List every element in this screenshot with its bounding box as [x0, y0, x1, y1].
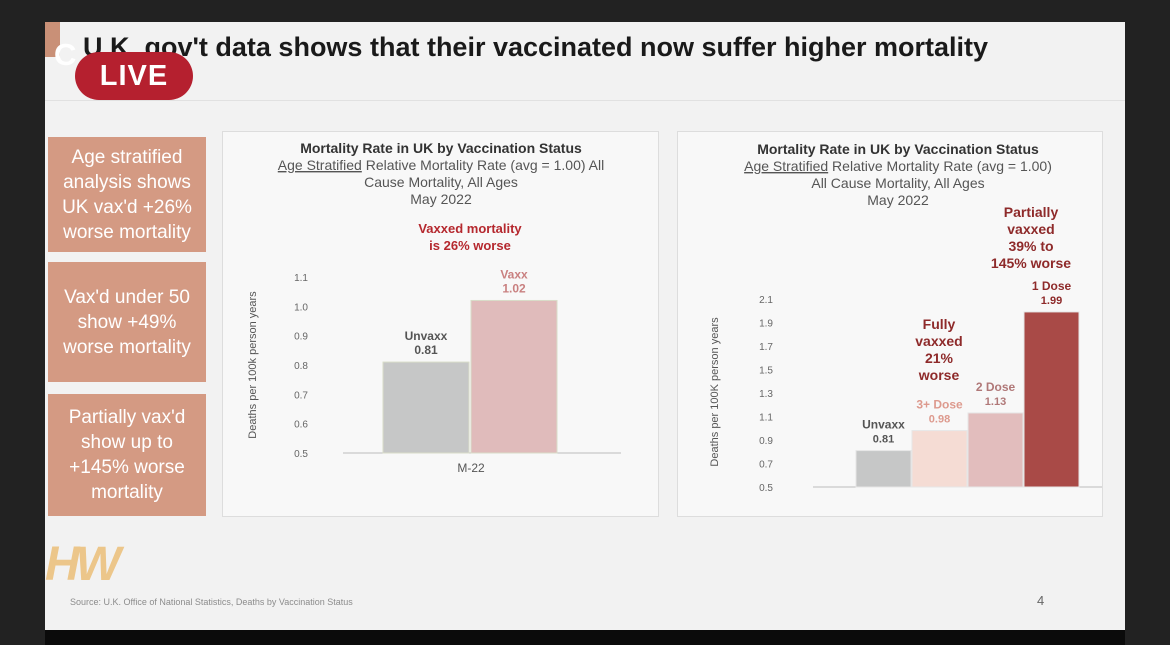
live-ghost-text: C [54, 37, 77, 72]
title-divider [45, 100, 1125, 101]
chart-subtitle-underlined: Age Stratified [744, 158, 828, 174]
chart-annotation-line: vaxxed [915, 333, 962, 349]
callout-under-50: Vax'd under 50 show +49% worse mortality [48, 262, 206, 382]
callout-partially-vaxd: Partially vax'd show up to +145% worse m… [48, 394, 206, 516]
chart-annotation-line: worse [918, 367, 960, 383]
y-tick-label: 1.3 [759, 389, 773, 400]
y-tick-label: 1.0 [294, 302, 308, 313]
bar-unvaxx [382, 361, 470, 454]
video-bottom-bar [45, 630, 1125, 645]
chart-subtitle-line: May 2022 [867, 192, 929, 208]
chart-subtitle-underlined: Age Stratified [278, 157, 362, 173]
bar-label-vaxx: Vaxx [500, 267, 528, 281]
chart-subtitle-rest: Relative Mortality Rate (avg = 1.00) [828, 158, 1052, 174]
y-tick-label: 1.9 [759, 319, 773, 330]
y-tick-label: 1.7 [759, 342, 773, 353]
bar-value-unvaxx: 0.81 [873, 434, 894, 446]
y-tick-label: 1.1 [294, 273, 308, 284]
bar-label-unvaxx: Unvaxx [862, 418, 905, 432]
chart-annotation-line: 145% worse [991, 255, 1071, 271]
x-tick-label: M-22 [457, 461, 485, 475]
chart-annotation-line: Partially [1004, 204, 1059, 220]
y-tick-label: 0.7 [294, 390, 308, 401]
bar-value-3-dose: 0.98 [929, 414, 950, 426]
live-badge[interactable]: LIVE [75, 52, 193, 100]
y-tick-label: 2.1 [759, 295, 773, 306]
slide: U.K. gov't data shows that their vaccina… [45, 22, 1125, 630]
slide-title: U.K. gov't data shows that their vaccina… [83, 32, 989, 62]
y-axis-label: Deaths per 100K person years [709, 317, 721, 467]
y-tick-label: 1.5 [759, 366, 773, 377]
bar-unvaxx [855, 450, 912, 488]
bar-3-dose [911, 430, 968, 488]
y-tick-label: 0.9 [759, 436, 773, 447]
y-tick-label: 0.9 [294, 332, 308, 343]
chart-overall: Mortality Rate in UK by Vaccination Stat… [247, 140, 621, 475]
chart-subtitle-line: Cause Mortality, All Ages [364, 174, 518, 190]
chart-subtitle-line: May 2022 [410, 191, 472, 207]
live-indicator: C LIVE [50, 37, 195, 102]
bar-value-2-dose: 1.13 [985, 396, 1006, 408]
y-axis-label: Deaths per 100k person years [247, 291, 259, 439]
chart-annotation-line: Fully [923, 316, 956, 332]
page-number: 4 [1037, 593, 1045, 608]
bar-vaxx [470, 299, 558, 454]
bar-label-3-dose: 3+ Dose [916, 398, 963, 412]
bar-value-unvaxx: 0.81 [414, 343, 438, 357]
chart-title: Mortality Rate in UK by Vaccination Stat… [757, 141, 1039, 157]
brand-logo: HW [45, 538, 121, 591]
y-tick-label: 0.7 [759, 460, 773, 471]
chart-annotation-line: 21% [925, 350, 954, 366]
y-tick-label: 0.6 [294, 420, 308, 431]
bar-label-2-dose: 2 Dose [976, 380, 1016, 394]
y-tick-label: 1.1 [759, 413, 773, 424]
callout-age-stratified: Age stratified analysis shows UK vax'd +… [48, 137, 206, 252]
y-tick-label: 0.5 [759, 483, 773, 494]
chart-title: Mortality Rate in UK by Vaccination Stat… [300, 140, 582, 156]
bar-value-vaxx: 1.02 [502, 281, 526, 295]
chart-panel-overall: Mortality Rate in UK by Vaccination Stat… [222, 131, 659, 517]
chart-annotation-line: 39% to [1008, 238, 1053, 254]
bar-label-1-dose: 1 Dose [1032, 279, 1072, 293]
y-tick-label: 0.5 [294, 449, 308, 460]
source-note: Source: U.K. Office of National Statisti… [70, 597, 353, 607]
y-tick-label: 0.8 [294, 361, 308, 372]
chart-by-dose: Mortality Rate in UK by Vaccination Stat… [709, 141, 1102, 494]
chart-annotation-line: is 26% worse [429, 238, 511, 253]
bar-1-dose [1023, 311, 1080, 488]
bar-2-dose [967, 412, 1024, 488]
chart-subtitle-rest: Relative Mortality Rate (avg = 1.00) All [362, 157, 604, 173]
chart-subtitle: Age Stratified Relative Mortality Rate (… [744, 158, 1052, 174]
title-accent-bar [45, 22, 60, 57]
chart-subtitle: Age Stratified Relative Mortality Rate (… [278, 157, 604, 173]
bar-value-1-dose: 1.99 [1041, 295, 1062, 307]
chart-subtitle-line: All Cause Mortality, All Ages [811, 175, 984, 191]
chart-annotation-line: Vaxxed mortality [418, 221, 522, 236]
chart-annotation-line: vaxxed [1007, 221, 1054, 237]
chart-panel-by-dose: Mortality Rate in UK by Vaccination Stat… [677, 131, 1103, 517]
bar-label-unvaxx: Unvaxx [405, 329, 448, 343]
